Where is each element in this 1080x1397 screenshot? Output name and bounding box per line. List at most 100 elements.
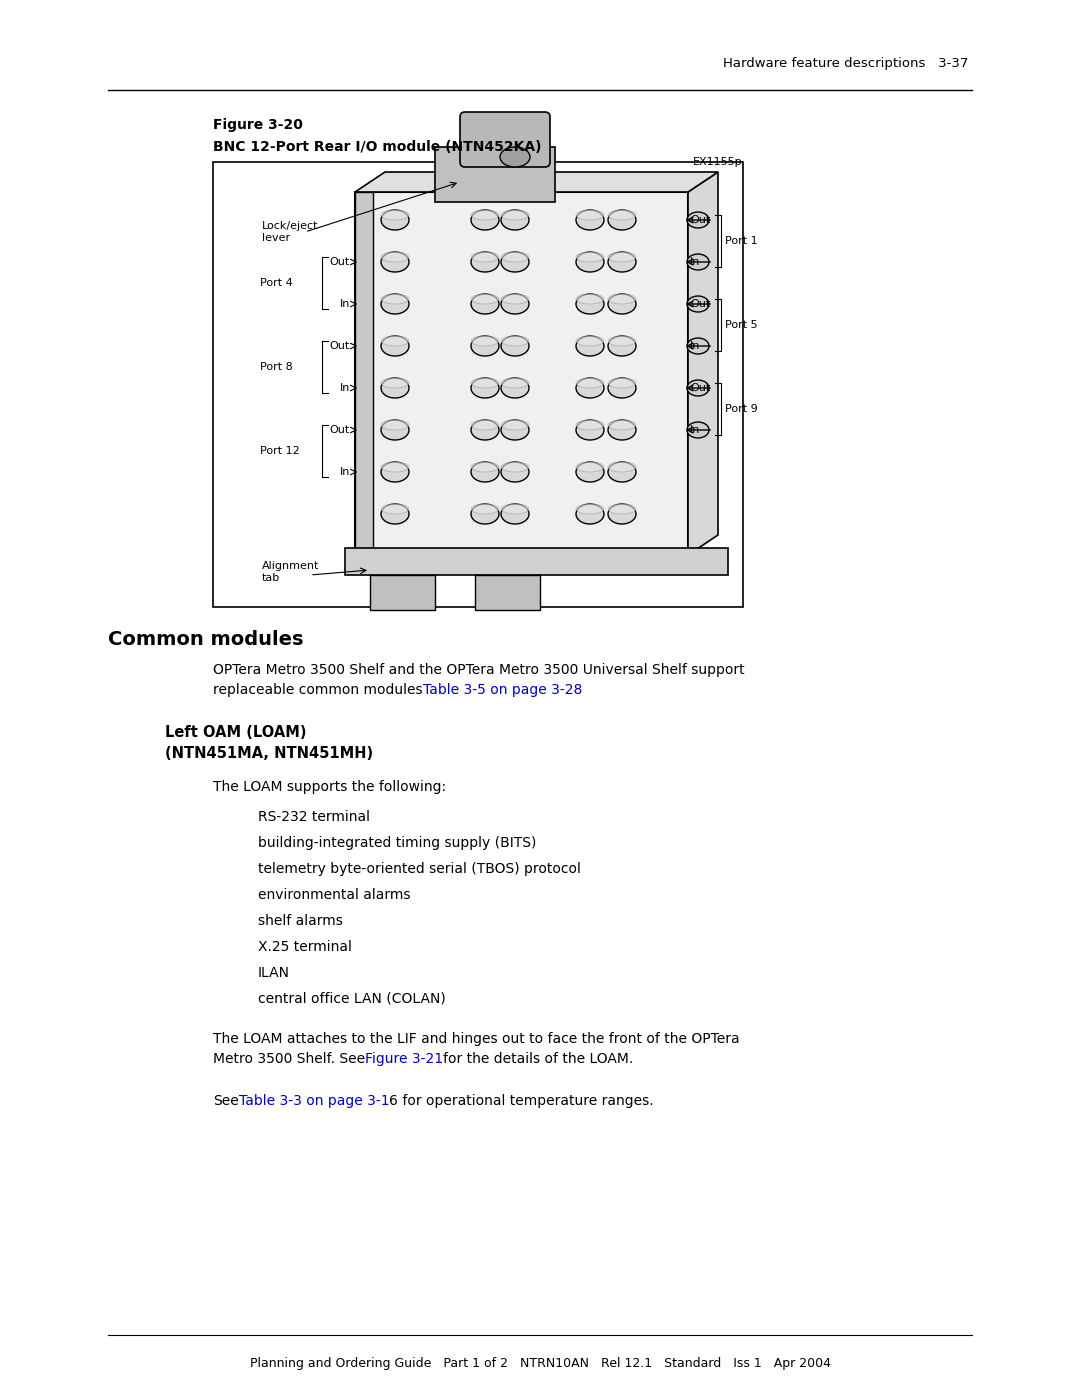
Text: environmental alarms: environmental alarms [258, 888, 410, 902]
Ellipse shape [471, 293, 499, 305]
Ellipse shape [576, 420, 604, 430]
Ellipse shape [576, 462, 604, 472]
Ellipse shape [608, 210, 636, 219]
Ellipse shape [471, 504, 499, 514]
Ellipse shape [501, 379, 529, 388]
Ellipse shape [608, 420, 636, 430]
Text: The LOAM attaches to the LIF and hinges out to face the front of the OPTera: The LOAM attaches to the LIF and hinges … [213, 1032, 740, 1046]
Ellipse shape [381, 462, 409, 482]
FancyBboxPatch shape [460, 112, 550, 168]
Ellipse shape [687, 422, 708, 439]
Ellipse shape [471, 504, 499, 524]
Ellipse shape [687, 296, 708, 312]
Text: Out: Out [690, 215, 711, 225]
Text: In: In [690, 425, 700, 434]
Ellipse shape [576, 251, 604, 272]
Ellipse shape [576, 337, 604, 356]
Ellipse shape [501, 337, 529, 346]
Ellipse shape [501, 210, 529, 231]
Ellipse shape [608, 337, 636, 346]
Text: 6: 6 [390, 1094, 399, 1108]
Ellipse shape [501, 293, 529, 305]
Ellipse shape [381, 251, 409, 263]
Ellipse shape [471, 420, 499, 430]
Ellipse shape [471, 337, 499, 346]
Ellipse shape [381, 210, 409, 231]
Text: In: In [339, 383, 350, 393]
Ellipse shape [576, 210, 604, 219]
Bar [355, 191, 688, 555]
Ellipse shape [471, 210, 499, 231]
Ellipse shape [471, 210, 499, 219]
Ellipse shape [501, 251, 529, 272]
Text: In: In [339, 299, 350, 309]
Ellipse shape [608, 293, 636, 314]
Ellipse shape [471, 251, 499, 272]
Text: Figure 3-20: Figure 3-20 [213, 117, 302, 131]
Bar [435, 147, 555, 203]
Ellipse shape [471, 293, 499, 314]
Text: Left OAM (LOAM): Left OAM (LOAM) [165, 725, 307, 740]
Ellipse shape [471, 379, 499, 388]
Ellipse shape [608, 337, 636, 356]
Text: for the details of the LOAM.: for the details of the LOAM. [443, 1052, 634, 1066]
Ellipse shape [576, 504, 604, 514]
Ellipse shape [501, 293, 529, 314]
Ellipse shape [501, 337, 529, 356]
Ellipse shape [471, 462, 499, 482]
Ellipse shape [576, 420, 604, 440]
Ellipse shape [501, 420, 529, 430]
Text: Figure 3-21: Figure 3-21 [365, 1052, 443, 1066]
Ellipse shape [381, 337, 409, 346]
Text: Alignment
tab: Alignment tab [262, 560, 320, 583]
Polygon shape [355, 172, 718, 191]
Ellipse shape [381, 420, 409, 430]
Ellipse shape [576, 462, 604, 482]
Text: Hardware feature descriptions   3-37: Hardware feature descriptions 3-37 [723, 57, 968, 70]
Ellipse shape [381, 251, 409, 272]
Text: Port 9: Port 9 [725, 404, 758, 414]
Ellipse shape [576, 293, 604, 314]
Text: X.25 terminal: X.25 terminal [258, 940, 352, 954]
Ellipse shape [500, 147, 530, 168]
Ellipse shape [576, 379, 604, 388]
Text: In: In [690, 257, 700, 267]
Ellipse shape [576, 379, 604, 398]
Ellipse shape [471, 462, 499, 472]
Text: telemetry byte-oriented serial (TBOS) protocol: telemetry byte-oriented serial (TBOS) pr… [258, 862, 581, 876]
Ellipse shape [576, 337, 604, 346]
Bar [355, 191, 373, 555]
Text: The LOAM supports the following:: The LOAM supports the following: [213, 780, 446, 793]
Ellipse shape [687, 254, 708, 270]
Text: shelf alarms: shelf alarms [258, 914, 342, 928]
Ellipse shape [381, 210, 409, 219]
Text: See: See [213, 1094, 239, 1108]
Ellipse shape [501, 462, 529, 482]
Ellipse shape [501, 504, 529, 524]
Text: Lock/eject
lever: Lock/eject lever [262, 221, 319, 243]
Text: Port 1: Port 1 [725, 236, 758, 246]
Text: for operational temperature ranges.: for operational temperature ranges. [399, 1094, 653, 1108]
Text: BNC 12-Port Rear I/O module (NTN452KA): BNC 12-Port Rear I/O module (NTN452KA) [213, 140, 541, 154]
Text: Port 12: Port 12 [260, 446, 300, 455]
Text: Port 8: Port 8 [260, 362, 293, 372]
Ellipse shape [576, 251, 604, 263]
Ellipse shape [576, 504, 604, 524]
Ellipse shape [608, 210, 636, 231]
Text: building-integrated timing supply (BITS): building-integrated timing supply (BITS) [258, 835, 537, 849]
Text: In: In [339, 467, 350, 476]
Text: Port 4: Port 4 [260, 278, 293, 288]
Ellipse shape [471, 251, 499, 263]
Text: central office LAN (COLAN): central office LAN (COLAN) [258, 992, 446, 1006]
Ellipse shape [608, 379, 636, 388]
Text: RS-232 terminal: RS-232 terminal [258, 810, 370, 824]
Bar [475, 576, 540, 610]
Text: Out: Out [329, 341, 350, 351]
Text: Out: Out [329, 425, 350, 434]
Ellipse shape [608, 379, 636, 398]
Ellipse shape [471, 379, 499, 398]
Ellipse shape [608, 504, 636, 524]
Ellipse shape [381, 504, 409, 524]
Ellipse shape [471, 420, 499, 440]
Ellipse shape [381, 337, 409, 356]
